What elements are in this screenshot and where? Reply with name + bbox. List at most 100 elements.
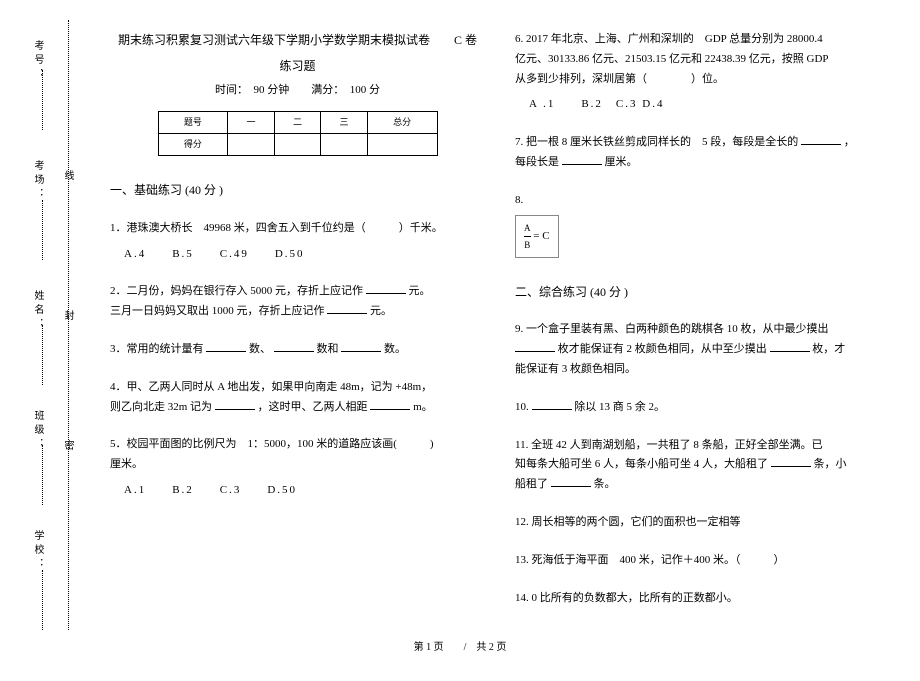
blank [366, 282, 406, 294]
td-blank [367, 134, 437, 156]
section-1-heading: 一、基础练习 (40 分 ) [110, 180, 485, 200]
th-1: 一 [228, 112, 275, 134]
q3a: 3．常用的统计量有 [110, 343, 204, 355]
blank [327, 302, 367, 314]
table-row: 得分 [158, 134, 437, 156]
q7a-tail: ， [844, 136, 855, 148]
th-index: 题号 [158, 112, 228, 134]
q7a: 7. 把一根 8 厘米长铁丝剪成同样长的 5 段，每段是全长的 [515, 136, 798, 148]
question-12: 12. 周长相等的两个圆，它们的面积也一定相等 [515, 513, 890, 533]
q11b: 知每条大船可坐 6 人，每条小船可坐 4 人，大船租了 [515, 458, 768, 470]
binding-marker-feng: 封 [60, 310, 75, 320]
q11c: 条，小 [814, 458, 847, 470]
question-9: 9. 一个盒子里装有黑、白两种颜色的跳棋各 10 枚，从中最少摸出 枚才能保证有… [515, 320, 890, 379]
q2a-tail: 元。 [409, 285, 431, 297]
blank [206, 340, 246, 352]
q5-text: 5．校园平面图的比例尺为 1：5000，100 米的道路应该画( ) [110, 438, 434, 450]
score-table: 题号 一 二 三 总分 得分 [158, 111, 438, 156]
binding-marker-mi: 密 [60, 440, 75, 450]
q7b: 每段长是 [515, 156, 559, 168]
table-row: 题号 一 二 三 总分 [158, 112, 437, 134]
blank [770, 340, 810, 352]
binding-line-2 [42, 200, 43, 260]
frac-num: A [524, 220, 531, 237]
question-14: 14. 0 比所有的负数都大，比所有的正数都小。 [515, 589, 890, 609]
binding-label-room: 考场： [30, 160, 45, 202]
question-13: 13. 死海低于海平面 400 米，记作＋400 米。（ ） [515, 551, 890, 571]
page-footer: 第 1 页 / 共 2 页 [0, 638, 920, 653]
q4a: 4．甲、乙两人同时从 A 地出发，如果甲向南走 48m，记为 +48m， [110, 381, 432, 393]
q10a: 10. [515, 401, 529, 413]
q3c: 数和 [317, 343, 339, 355]
q4d: m。 [413, 401, 433, 413]
blank [532, 398, 572, 410]
binding-marker-xian: 线 [60, 170, 75, 180]
section-2-heading: 二、综合练习 (40 分 ) [515, 282, 890, 302]
question-2: 2．二月份，妈妈在银行存入 5000 元，存折上应记作 元。 三月一日妈妈又取出… [110, 282, 485, 322]
blank [370, 398, 410, 410]
th-2: 二 [274, 112, 321, 134]
q9d: 能保证有 3 枚颜色相同。 [515, 363, 636, 375]
td-blank [321, 134, 368, 156]
question-6: 6. 2017 年北京、上海、广州和深圳的 GDP 总量分别为 28000.4 … [515, 30, 890, 115]
exam-timing: 时间： 90 分钟 满分： 100 分 [110, 81, 485, 100]
q4c: ，这时甲、乙两人相距 [258, 401, 368, 413]
left-column: 期末练习积累复习测试六年级下学期小学数学期末模拟试卷 C 卷 练习题 时间： 9… [110, 30, 485, 630]
td-blank [274, 134, 321, 156]
question-11: 11. 全班 42 人到南湖划船，一共租了 8 条船，正好全部坐满。已 知每条大… [515, 436, 890, 495]
q9a: 9. 一个盒子里装有黑、白两种颜色的跳棋各 10 枚，从中最少摸出 [515, 323, 829, 335]
q1-options: A.4 B.5 C.49 D.50 [124, 245, 485, 265]
question-7: 7. 把一根 8 厘米长铁丝剪成同样长的 5 段，每段是全长的 ， 每段长是 厘… [515, 133, 890, 173]
binding-line-1 [42, 70, 43, 130]
exam-title: 期末练习积累复习测试六年级下学期小学数学期末模拟试卷 C 卷 [110, 30, 485, 50]
binding-dotted-line [68, 20, 69, 630]
blank [551, 475, 591, 487]
td-blank [228, 134, 275, 156]
binding-label-school: 学校： [30, 530, 45, 572]
frac-den: B [524, 237, 531, 253]
th-total: 总分 [367, 112, 437, 134]
q7b-tail: 厘米。 [605, 156, 638, 168]
binding-line-5 [42, 570, 43, 630]
q11d: 船租了 [515, 478, 548, 490]
q5b: 厘米。 [110, 458, 143, 470]
question-10: 10. 除以 13 商 5 余 2。 [515, 398, 890, 418]
q10b: 除以 13 商 5 余 2。 [574, 401, 665, 413]
q8-label: 8. [515, 194, 523, 206]
exam-subtitle: 练习题 [110, 56, 485, 76]
binding-line-4 [42, 445, 43, 505]
q2b-text: 三月一日妈妈又取出 1000 元，存折上应记作 [110, 305, 325, 317]
q11a: 11. 全班 42 人到南湖划船，一共租了 8 条船，正好全部坐满。已 [515, 439, 823, 451]
blank [771, 455, 811, 467]
blank [341, 340, 381, 352]
td-label: 得分 [158, 134, 228, 156]
frac-rhs: = C [533, 230, 549, 242]
binding-margin: 考号： 线 考场： 封 姓名： 密 班级： 学校： [0, 0, 90, 630]
binding-line-3 [42, 325, 43, 385]
blank [274, 340, 314, 352]
question-8: 8. A B = C [515, 191, 890, 258]
q9b: 枚才能保证有 2 枚颜色相同，从中至少摸出 [558, 343, 767, 355]
content-columns: 期末练习积累复习测试六年级下学期小学数学期末模拟试卷 C 卷 练习题 时间： 9… [90, 0, 920, 630]
blank [562, 153, 602, 165]
blank [801, 133, 841, 145]
question-3: 3．常用的统计量有 数、 数和 数。 [110, 340, 485, 360]
q3d: 数。 [384, 343, 406, 355]
question-1: 1．港珠澳大桥长 49968 米，四舍五入到千位约是（ ）千米。 A.4 B.5… [110, 219, 485, 265]
th-3: 三 [321, 112, 368, 134]
q11e: 条。 [594, 478, 616, 490]
q6c: 从多到少排列，深圳居第（ ）位。 [515, 73, 724, 85]
q6a: 6. 2017 年北京、上海、广州和深圳的 GDP 总量分别为 28000.4 [515, 33, 823, 45]
q4b: 则乙向北走 32m 记为 [110, 401, 212, 413]
q5-options: A.1 B.2 C.3 D.50 [124, 481, 485, 501]
question-5: 5．校园平面图的比例尺为 1：5000，100 米的道路应该画( ) 厘米。 A… [110, 435, 485, 500]
right-column: 6. 2017 年北京、上海、广州和深圳的 GDP 总量分别为 28000.4 … [515, 30, 890, 630]
q1-text: 1．港珠澳大桥长 49968 米，四舍五入到千位约是（ ）千米。 [110, 222, 443, 234]
blank [215, 398, 255, 410]
q3b: 数、 [249, 343, 271, 355]
page: 考号： 线 考场： 封 姓名： 密 班级： 学校： 期末练习积累复习测试六年级下… [0, 0, 920, 630]
question-4: 4．甲、乙两人同时从 A 地出发，如果甲向南走 48m，记为 +48m， 则乙向… [110, 378, 485, 418]
q6b: 亿元、30133.86 亿元、21503.15 亿元和 22438.39 亿元，… [515, 53, 829, 65]
q6-options: A .1 B.2 C.3 D.4 [529, 95, 890, 115]
q8-equation: A B = C [515, 215, 559, 258]
